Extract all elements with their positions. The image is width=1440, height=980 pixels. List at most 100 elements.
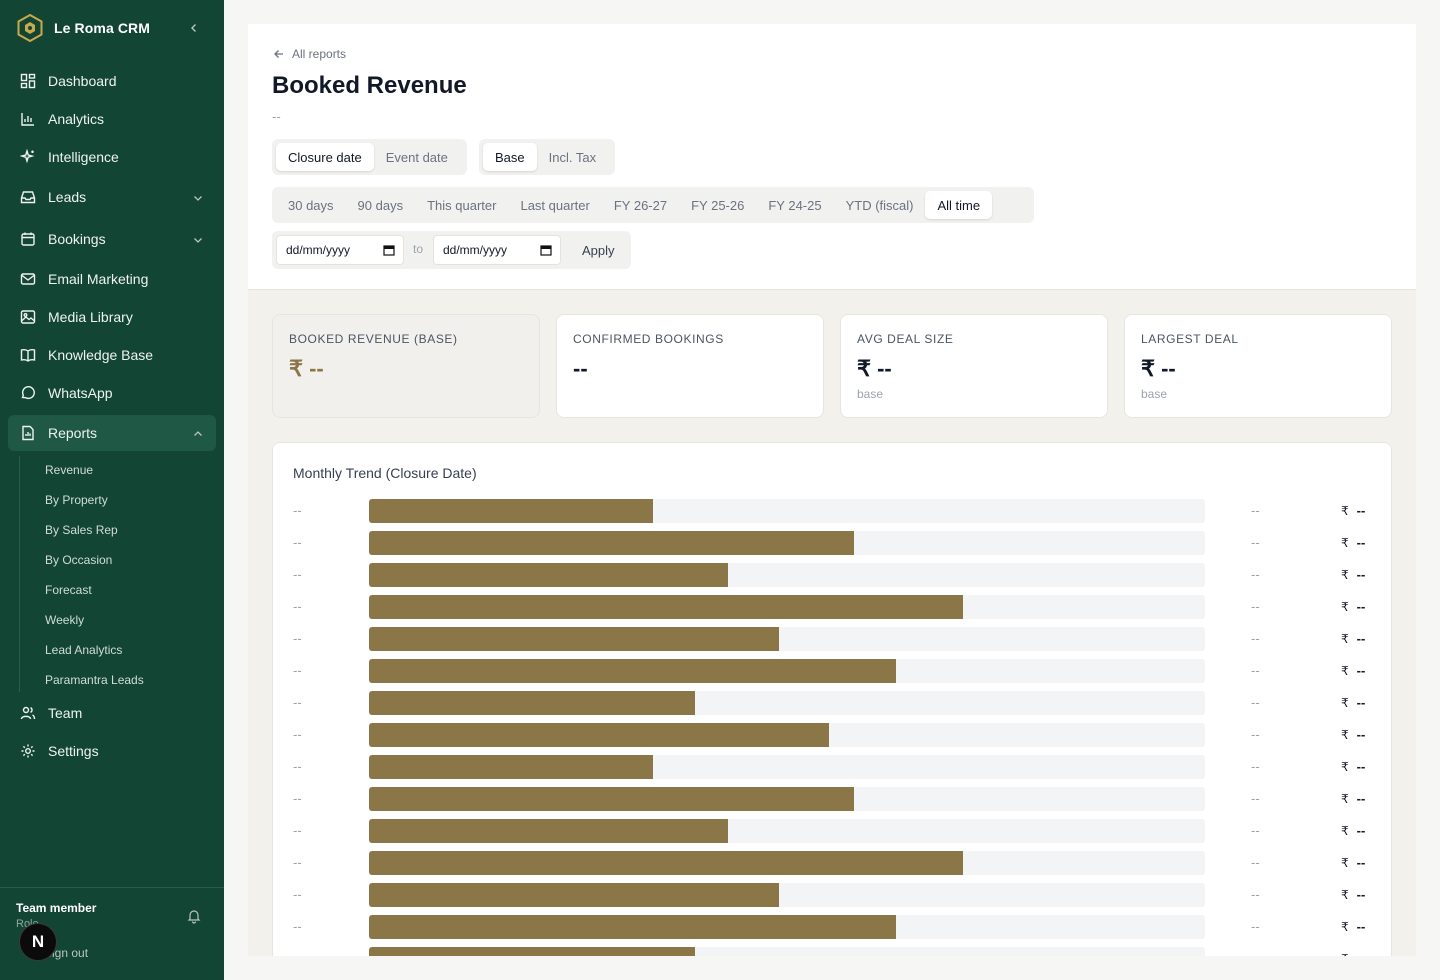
revenue-bar[interactable] [369,819,729,843]
rupee-symbol: ₹ [1341,600,1349,614]
sidebar-item-bookings[interactable]: Bookings [8,221,216,257]
revenue-bar[interactable] [369,947,696,956]
sidebar-item-settings[interactable]: Settings [8,733,216,769]
revenue-bar[interactable] [369,787,854,811]
row-booking-count: -- [1251,535,1260,550]
image-icon [20,309,36,325]
sidebar-item-dashboard[interactable]: Dashboard [8,63,216,99]
submenu-item-forecast[interactable]: Forecast [45,583,92,597]
gear-icon [20,743,36,759]
brand[interactable]: Le Roma CRM [16,12,216,44]
dashboard-icon [20,73,36,89]
inbox-icon [20,189,36,205]
row-amount: -- [1356,567,1366,582]
calendar-icon [20,231,36,247]
bar-track [369,595,1205,619]
rupee-symbol: ₹ [1341,888,1349,902]
avatar[interactable]: N [19,923,57,961]
sidebar-item-team[interactable]: Team [8,695,216,731]
submenu-item-weekly[interactable]: Weekly [45,613,85,627]
to-date-input[interactable]: dd/mm/yyyy [433,235,561,265]
bell-icon[interactable] [186,908,202,924]
apply-button[interactable]: Apply [582,242,615,258]
submenu-item-by-sales-rep[interactable]: By Sales Rep [45,523,118,537]
chevron-down-icon[interactable] [192,191,204,203]
rupee-symbol: ₹ [1341,728,1349,742]
row-amount: -- [1356,791,1366,806]
revenue-bar[interactable] [369,723,829,747]
back-to-reports-link[interactable]: All reports [272,47,346,61]
from-date-input[interactable]: dd/mm/yyyy [276,235,404,265]
basis-option-event-date[interactable]: Event date [385,149,448,165]
submenu-item-lead-analytics[interactable]: Lead Analytics [45,643,123,657]
hexagon-logo-icon [16,14,44,42]
row-amount: -- [1356,535,1366,550]
revenue-bar[interactable] [369,531,854,555]
chat-icon [20,385,36,401]
sidebar-item-kb[interactable]: Knowledge Base [8,337,216,373]
row-revenue-value: ₹ -- [1341,951,1365,956]
row-revenue-value: ₹ -- [1341,663,1365,678]
revenue-bar[interactable] [369,627,779,651]
bar-track [369,691,1205,715]
revenue-bar[interactable] [369,915,896,939]
date-range-presets: 30 days 90 days This quarter Last quarter FY… [272,187,1034,223]
monthly-trend-card: Monthly Trend (Closure Date) -- -- ₹ -- -- --… [272,442,1392,956]
rupee-symbol: ₹ [1341,696,1349,710]
submenu-item-revenue[interactable]: Revenue [45,463,94,477]
row-month-label: -- [293,887,302,902]
submenu-item-by-property[interactable]: By Property [45,493,108,507]
revenue-bar[interactable] [369,499,654,523]
amount-option-incl-tax[interactable]: Incl. Tax [548,149,597,165]
sidebar-item-email[interactable]: Email Marketing [8,261,216,297]
sidebar-item-label: Team [48,705,83,721]
range-option-fy-26-27[interactable]: FY 26-27 [613,197,668,213]
sidebar-item-leads[interactable]: Leads [8,179,216,215]
range-option-ytd-fiscal[interactable]: YTD (fiscal) [845,197,914,213]
submenu-item-paramantra-leads[interactable]: Paramantra Leads [45,673,144,687]
sidebar-item-media[interactable]: Media Library [8,299,216,335]
revenue-bar[interactable] [369,563,729,587]
range-option-this-quarter[interactable]: This quarter [427,197,497,213]
chevron-down-icon[interactable] [192,233,204,245]
chevron-up-icon[interactable] [192,427,204,439]
calendar-icon[interactable] [540,244,552,256]
range-option-all-time[interactable]: All time [925,191,993,219]
range-option-fy-24-25[interactable]: FY 24-25 [768,197,822,213]
sidebar-item-reports[interactable]: Reports [8,415,216,451]
revenue-bar[interactable] [369,659,896,683]
calendar-icon[interactable] [383,244,395,256]
arrow-left-icon [272,47,286,61]
sidebar-item-intelligence[interactable]: Intelligence [8,139,216,175]
main-panel: All reports Booked Revenue -- Closure da… [248,24,1416,956]
amount-option-base[interactable]: Base [483,143,537,171]
row-amount: -- [1356,919,1366,934]
bar-track [369,627,1205,651]
stat-note: base [857,387,884,401]
basis-option-closure-date[interactable]: Closure date [276,143,374,171]
row-revenue-value: ₹ -- [1341,567,1365,582]
sidebar-item-label: Dashboard [48,73,117,89]
rupee-symbol: ₹ [1341,792,1349,806]
to-label: to [413,242,424,256]
stat-value: -- [573,356,588,381]
sidebar-item-analytics[interactable]: Analytics [8,101,216,137]
revenue-bar[interactable] [369,595,963,619]
date-basis-toggle: Closure date Event date [272,139,467,175]
submenu-item-by-occasion[interactable]: By Occasion [45,553,113,567]
row-amount: -- [1357,951,1366,956]
sidebar-item-whatsapp[interactable]: WhatsApp [8,375,216,411]
stat-card: Avg Deal Size ₹ -- base [840,314,1108,418]
revenue-bar[interactable] [369,691,696,715]
range-option-30-days[interactable]: 30 days [288,197,334,213]
revenue-bar[interactable] [369,851,963,875]
submenu-rail [19,456,20,692]
row-month-label: -- [293,951,302,956]
range-option-last-quarter[interactable]: Last quarter [520,197,590,213]
revenue-bar[interactable] [369,883,779,907]
row-amount: -- [1356,503,1366,518]
revenue-bar[interactable] [369,755,654,779]
range-option-fy-25-26[interactable]: FY 25-26 [691,197,745,213]
range-option-90-days[interactable]: 90 days [357,197,404,213]
collapse-sidebar-chevron-left-icon[interactable] [182,17,206,39]
